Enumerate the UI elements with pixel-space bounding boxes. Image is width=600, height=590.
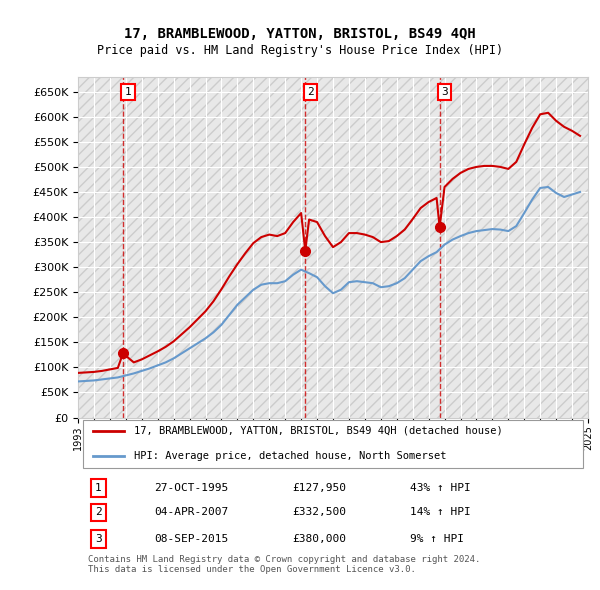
Text: 2: 2 (307, 87, 314, 97)
Text: 2: 2 (95, 507, 102, 517)
Text: 17, BRAMBLEWOOD, YATTON, BRISTOL, BS49 4QH (detached house): 17, BRAMBLEWOOD, YATTON, BRISTOL, BS49 4… (134, 426, 503, 436)
Text: Contains HM Land Registry data © Crown copyright and database right 2024.
This d: Contains HM Land Registry data © Crown c… (88, 555, 481, 575)
Text: 1: 1 (95, 483, 102, 493)
Text: 14% ↑ HPI: 14% ↑ HPI (409, 507, 470, 517)
Text: £332,500: £332,500 (292, 507, 346, 517)
Text: 9% ↑ HPI: 9% ↑ HPI (409, 534, 464, 544)
Text: HPI: Average price, detached house, North Somerset: HPI: Average price, detached house, Nort… (134, 451, 446, 461)
Text: 17, BRAMBLEWOOD, YATTON, BRISTOL, BS49 4QH: 17, BRAMBLEWOOD, YATTON, BRISTOL, BS49 4… (124, 27, 476, 41)
Text: 3: 3 (95, 534, 102, 544)
Text: £127,950: £127,950 (292, 483, 346, 493)
Text: 43% ↑ HPI: 43% ↑ HPI (409, 483, 470, 493)
Text: 04-APR-2007: 04-APR-2007 (155, 507, 229, 517)
Text: 08-SEP-2015: 08-SEP-2015 (155, 534, 229, 544)
Text: 27-OCT-1995: 27-OCT-1995 (155, 483, 229, 493)
Text: 1: 1 (125, 87, 131, 97)
FancyBboxPatch shape (83, 420, 583, 468)
Text: Price paid vs. HM Land Registry's House Price Index (HPI): Price paid vs. HM Land Registry's House … (97, 44, 503, 57)
Text: 3: 3 (441, 87, 448, 97)
Text: £380,000: £380,000 (292, 534, 346, 544)
